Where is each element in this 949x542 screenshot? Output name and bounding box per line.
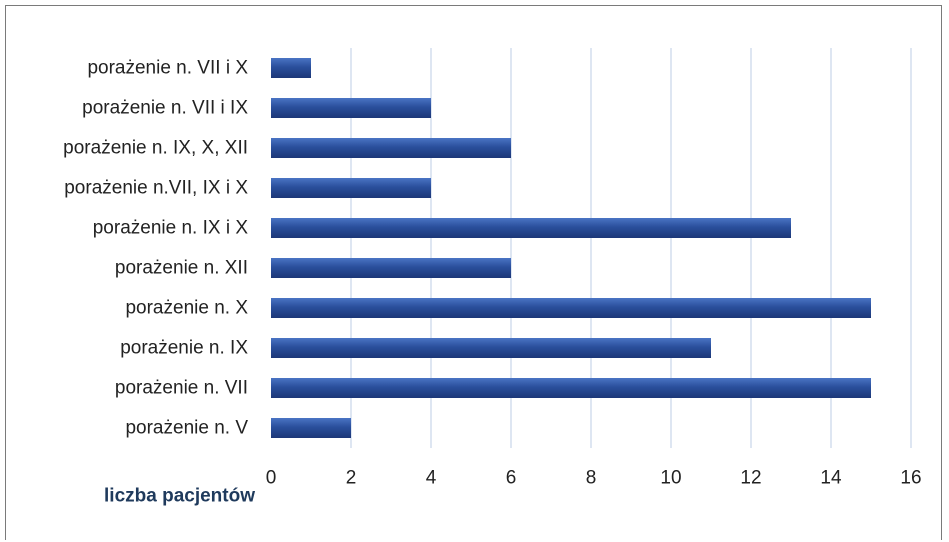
category-label: porażenie n. IX, X, XII [63,138,248,159]
x-tick-labels: 0 2 4 6 8 10 12 14 16 [266,468,922,489]
x-tick-label: 16 [900,468,921,489]
bar [271,218,791,238]
category-labels: porażenie n. V porażenie n. VII porażenie … [63,58,248,439]
bar [271,258,511,278]
x-tick-label: 10 [660,468,681,489]
category-label: porażenie n. IX i X [93,218,249,239]
x-tick-label: 14 [820,468,842,489]
x-tick-label: 8 [586,468,597,489]
bar [271,138,511,158]
bar [271,178,431,198]
x-tick-label: 2 [346,468,357,489]
bars [271,58,871,438]
category-label: porażenie n. VII [115,378,248,399]
bar [271,298,871,318]
x-tick-label: 4 [426,468,437,489]
bar [271,58,311,78]
bar [271,98,431,118]
category-label: porażenie n. V [125,418,248,439]
category-label: porażenie n. XII [115,258,248,279]
x-axis-title: liczba pacjentów [104,486,255,507]
category-label: porażenie n.VII, IX i X [64,178,248,199]
bar [271,378,871,398]
category-label: porażenie n. X [125,298,248,319]
category-label: porażenie n. VII i IX [82,98,248,119]
bar [271,338,711,358]
x-tick-label: 6 [506,468,517,489]
bar [271,418,351,438]
category-label: porażenie n. IX [120,338,248,359]
category-label: porażenie n. VII i X [87,58,248,79]
x-tick-label: 0 [266,468,277,489]
x-tick-label: 12 [740,468,761,489]
